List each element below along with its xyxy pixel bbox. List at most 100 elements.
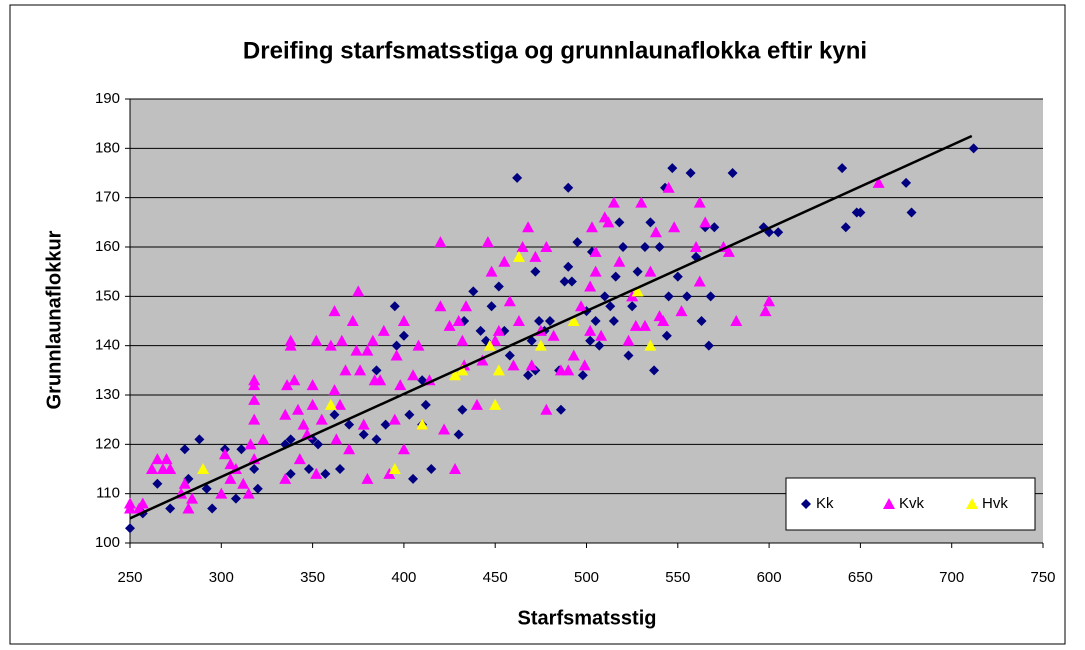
point <box>566 276 577 287</box>
point <box>328 384 341 396</box>
point <box>699 216 712 228</box>
point <box>361 344 374 356</box>
point <box>346 315 359 326</box>
point <box>218 448 231 460</box>
point <box>394 379 407 391</box>
point <box>693 275 706 287</box>
point <box>306 379 319 391</box>
point <box>179 444 190 455</box>
point <box>675 305 688 317</box>
legend-marker <box>883 498 895 509</box>
point <box>516 241 529 252</box>
point <box>563 261 574 272</box>
point <box>343 443 356 455</box>
x-tick-label: 750 <box>1030 569 1055 586</box>
point <box>635 196 648 208</box>
point <box>567 315 580 326</box>
point <box>649 365 660 376</box>
point <box>872 176 885 188</box>
point <box>837 163 848 174</box>
point <box>629 319 642 331</box>
point <box>562 364 575 376</box>
legend: Kk Kvk Hvk <box>785 477 1036 531</box>
point <box>237 477 250 489</box>
point <box>901 177 912 188</box>
point <box>590 316 601 326</box>
point <box>595 329 608 341</box>
point <box>457 404 468 415</box>
point <box>315 413 328 425</box>
point <box>201 483 212 494</box>
point <box>544 316 555 326</box>
point <box>194 434 205 445</box>
point <box>555 404 566 415</box>
point <box>452 315 465 326</box>
point <box>333 398 346 410</box>
point <box>623 350 634 361</box>
point <box>306 398 319 410</box>
point <box>388 413 401 425</box>
point <box>703 340 714 351</box>
point <box>540 241 553 252</box>
point <box>672 271 683 282</box>
point <box>178 477 191 489</box>
point <box>248 413 261 425</box>
point <box>855 207 866 218</box>
point <box>389 301 400 312</box>
point <box>540 403 553 415</box>
point <box>667 163 678 174</box>
point <box>285 434 296 445</box>
point <box>906 207 917 218</box>
point <box>164 463 177 474</box>
point <box>594 340 605 351</box>
point <box>705 291 716 302</box>
point <box>377 324 390 336</box>
point <box>310 334 323 346</box>
x-tick-label: 300 <box>209 569 234 586</box>
point <box>136 497 149 509</box>
point <box>662 181 675 193</box>
point <box>230 493 241 504</box>
point <box>397 315 410 326</box>
point <box>371 365 382 376</box>
point <box>182 502 195 514</box>
y-tick-label: 100 <box>95 534 120 551</box>
point <box>483 339 496 351</box>
point <box>663 291 674 302</box>
point <box>252 483 263 494</box>
point <box>489 334 502 346</box>
point <box>649 226 662 238</box>
y-tick-label: 130 <box>95 386 120 403</box>
y-tick-label: 160 <box>95 238 120 255</box>
point <box>727 168 738 178</box>
point <box>186 492 199 504</box>
point <box>840 222 851 233</box>
legend-marker <box>966 498 978 509</box>
point <box>330 433 343 445</box>
point <box>285 468 296 479</box>
point <box>339 364 352 376</box>
point <box>614 217 625 228</box>
point <box>763 295 776 307</box>
point <box>408 473 419 484</box>
point <box>522 221 535 233</box>
point <box>391 340 402 351</box>
point <box>627 301 638 312</box>
point <box>507 359 520 371</box>
legend-label: Hvk <box>982 495 1008 512</box>
point <box>486 301 497 312</box>
point <box>547 329 560 341</box>
point <box>589 245 602 257</box>
point <box>366 334 379 346</box>
point <box>489 398 502 410</box>
point <box>313 439 324 450</box>
point <box>685 168 696 178</box>
point <box>589 265 602 277</box>
point <box>575 300 588 312</box>
point <box>374 374 387 386</box>
point <box>249 464 260 474</box>
point <box>224 472 237 484</box>
y-tick-label: 190 <box>95 90 120 107</box>
point <box>481 236 494 248</box>
